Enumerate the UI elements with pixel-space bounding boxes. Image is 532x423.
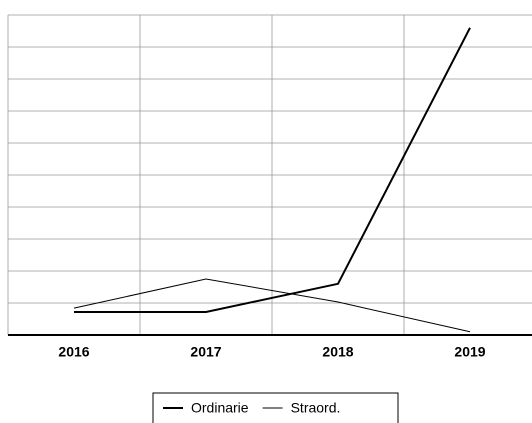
x-tick-label: 2017 xyxy=(190,344,221,360)
x-tick-label: 2019 xyxy=(454,344,485,360)
legend-label: Ordinarie xyxy=(191,400,249,416)
x-tick-label: 2018 xyxy=(322,344,353,360)
legend-label: Straord. xyxy=(291,400,341,416)
series-line xyxy=(74,27,471,313)
x-tick-label: 2016 xyxy=(58,344,89,360)
series-line xyxy=(73,278,471,333)
